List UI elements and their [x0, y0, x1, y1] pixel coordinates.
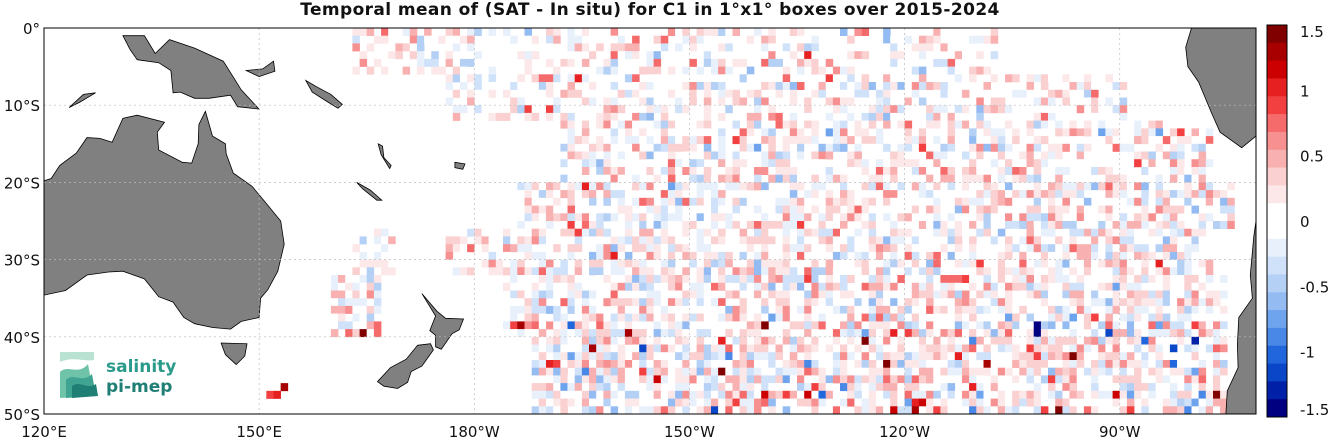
y-tick-label: 30°S [4, 252, 40, 270]
colorbar-segment [1267, 149, 1287, 168]
x-tick-label: 150°E [236, 423, 282, 438]
solomon-islands-landmass [304, 79, 343, 109]
colorbar-segment [1267, 292, 1287, 311]
colorbar-tick-label: 1.5 [1300, 23, 1324, 41]
colorbar-segment [1267, 42, 1287, 62]
new-zealand-south-island [376, 343, 434, 389]
logo-text-salinity: salinity [106, 357, 176, 377]
salinity-pi-mep-logo: salinity pi-mep [60, 352, 176, 398]
south-america-northwest-landmass [1185, 28, 1256, 149]
colorbar-frame [1266, 24, 1288, 418]
colorbar-segment [1267, 25, 1287, 44]
colorbar-segment [1267, 256, 1287, 275]
new-caledonia-landmass [356, 182, 383, 201]
colorbar-tick-label: -1 [1300, 344, 1315, 362]
colorbar-segment [1267, 78, 1287, 97]
map-title: Temporal mean of (SAT - In situ) for C1 … [300, 0, 1000, 20]
colorbar-segment [1267, 345, 1287, 364]
colorbar-segment [1267, 363, 1287, 382]
colorbar-tick-label: -1.5 [1300, 401, 1329, 419]
latitude-ticks: 0° 10°S 20°S 30°S 40°S 50°S [4, 20, 40, 424]
colorbar-segment [1267, 114, 1287, 133]
new-britain-landmass [244, 60, 276, 78]
colorbar-segment [1267, 399, 1287, 418]
longitude-ticks: 120°E 150°E 180°W 150°W 120°W 90°W [21, 423, 1140, 438]
x-tick-label: 120°E [21, 423, 67, 438]
new-guinea-landmass [122, 35, 261, 110]
colorbar-segment [1267, 274, 1287, 293]
fiji-landmass [454, 161, 466, 170]
x-tick-label: 180°W [449, 423, 500, 438]
y-tick-label: 40°S [4, 329, 40, 347]
colorbar-segment [1267, 381, 1287, 400]
logo-text-pimep: pi-mep [106, 377, 172, 397]
x-tick-label: 150°W [664, 423, 715, 438]
y-tick-label: 20°S [4, 174, 40, 192]
timor-landmass [68, 92, 96, 108]
colorbar-segment [1267, 310, 1287, 329]
colorbar-segment [1267, 221, 1287, 240]
difference-cells [266, 28, 1235, 414]
colorbar-tick-label: 1 [1300, 82, 1310, 100]
x-tick-label: 120°W [879, 423, 930, 438]
colorbar-segment [1267, 185, 1287, 204]
logo-wave-4 [60, 352, 94, 362]
logo-wave-3 [72, 384, 98, 398]
x-tick-label: 90°W [1099, 423, 1141, 438]
colorbar-segment [1267, 238, 1287, 258]
colorbar-segment [1267, 131, 1287, 151]
colorbar-segment [1267, 203, 1287, 222]
colorbar-tick-label: 0.5 [1300, 148, 1324, 166]
land-masses [44, 28, 1256, 414]
map-frame [43, 27, 1257, 415]
colorbar-segment [1267, 96, 1287, 115]
y-tick-label: 0° [23, 20, 40, 38]
colorbar: 1.5 1 0.5 0 -0.5 -1 -1.5 [1266, 23, 1329, 419]
colorbar-segment [1267, 327, 1287, 347]
colorbar-segment [1267, 60, 1287, 79]
australia-landmass [44, 110, 285, 330]
new-zealand-north-island [421, 293, 465, 350]
vanuatu-landmass [377, 143, 392, 170]
colorbar-segment [1267, 167, 1287, 186]
tasmania-landmass [220, 342, 248, 366]
y-tick-label: 50°S [4, 406, 40, 424]
colorbar-tick-label: -0.5 [1300, 278, 1329, 296]
south-america-landmass [1225, 220, 1256, 414]
colorbar-tick-label: 0 [1300, 213, 1310, 231]
y-tick-label: 10°S [4, 97, 40, 115]
